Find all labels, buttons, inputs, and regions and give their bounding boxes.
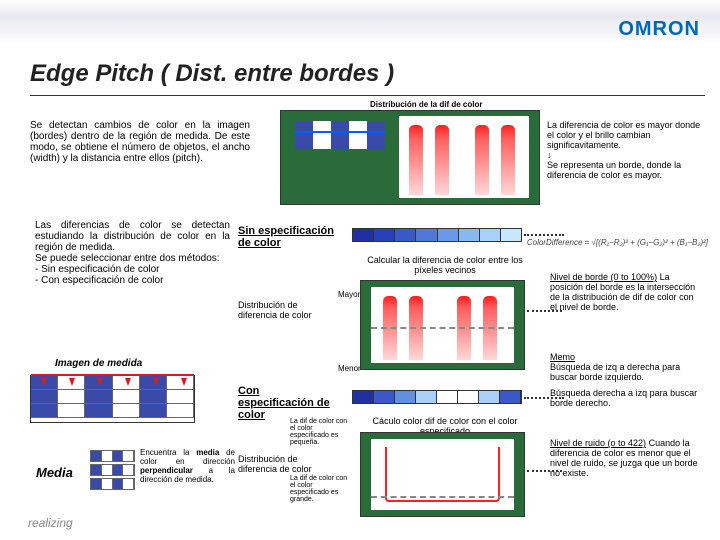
medida-figure (30, 375, 195, 423)
distribution-graph (399, 116, 529, 198)
figure-top (280, 110, 540, 205)
media-label: Media (36, 465, 73, 480)
menor-label: Menor (338, 364, 361, 373)
dist-label-top: Distribución de la dif de color (370, 100, 482, 109)
dist-label-2: Distribución de diferencia de color (238, 300, 318, 320)
con-especificacion-heading: Con especificación de color (238, 385, 338, 421)
pixel-gradient-row (352, 228, 522, 242)
intro-text: Se detectan cambios de color en la image… (30, 120, 250, 164)
dotted-connector-3 (524, 397, 564, 399)
nivel-borde-note: Nivel de borde (0 to 100%) La posición d… (550, 272, 702, 312)
realizing-footer: realizing (28, 516, 73, 530)
memo-box: Memo Búsqueda de izq a derecha para busc… (550, 352, 702, 408)
color-difference-formula: ColorDifference = √[(R₁−R₂)² + (G₁−G₂)² … (527, 238, 708, 247)
media-figure (90, 450, 135, 500)
imagen-medida-label: Imagen de medida (55, 358, 142, 369)
small-text-2: La dif de color con el color especificad… (290, 475, 350, 503)
color-strip (295, 121, 385, 149)
dotted-connector-2 (527, 310, 562, 312)
nivel-ruido-note: Nivel de ruido (o to 422) Cuando la dife… (550, 438, 702, 478)
pixel-row-2 (352, 390, 522, 404)
title-rule (30, 95, 705, 96)
mayor-label: Mayor (338, 290, 360, 299)
methods-text: Las diferencias de color se detectan est… (35, 220, 230, 286)
strip-line (295, 131, 385, 133)
dotted-connector (524, 234, 564, 236)
media-text: Encuentra la media de color en dirección… (140, 448, 235, 484)
small-text-1: La dif de color con el color especificad… (290, 418, 350, 446)
calc-text: Calcular la diferencia de color entre lo… (360, 255, 530, 275)
dotted-connector-4 (527, 470, 562, 472)
figure-bottom (360, 432, 525, 517)
dist-label-3: Distribución de diferencia de color (238, 454, 318, 474)
sin-especificacion-heading: Sin especificación de color (238, 225, 338, 249)
figure-mid (360, 280, 525, 370)
page-title: Edge Pitch ( Dist. entre bordes ) (30, 60, 394, 88)
omron-logo: OMRON (618, 18, 700, 41)
right-note: La diferencia de color es mayor donde el… (547, 120, 702, 180)
